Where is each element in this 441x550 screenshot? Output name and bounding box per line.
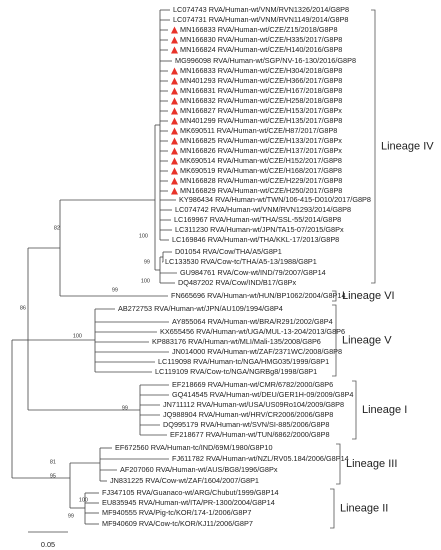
leaf-marker <box>171 147 178 155</box>
leaf-label: DQ995179 RVA/Human-wt/SVN/SI-885/2006/G8… <box>163 420 329 429</box>
leaf-label: KP883176 RVA/Human-wt/MLI/Mali-135/2008/… <box>152 337 321 346</box>
lineage-bracket <box>332 304 337 377</box>
leaf-marker <box>171 77 178 85</box>
lineage-label: Lineage II <box>340 502 388 514</box>
leaf-marker <box>171 187 178 195</box>
leaf-marker <box>171 26 178 34</box>
leaf-label: AY855064 RVA/Human-wt/BRA/R291/2002/G8P4 <box>172 317 333 326</box>
leaf-label: JQ988904 RVA/Human-wt/HRV/CR2006/2006/G8… <box>163 410 333 419</box>
leaf-marker <box>171 46 178 54</box>
leaf-label: D01054 RVA/Cow/THA/A5/G8P1 <box>175 247 282 256</box>
leaf-label: LC074731 RVA/Human-wt/VNM/RVN1149/2014/G… <box>173 15 349 24</box>
lineage-bracket <box>330 488 335 529</box>
leaf-marker <box>171 177 178 185</box>
leaf-label: FJ611782 RVA/Human-wt/NZL/RV05.184/2006/… <box>172 454 349 463</box>
leaf-label: LC169846 RVA/Human-wt/THA/KKL-17/2013/G8… <box>172 235 339 244</box>
lineage-label: Lineage III <box>346 458 397 470</box>
support-value: 100 <box>139 233 148 239</box>
leaf-label: EF672560 RVA/Human-tc/IND/69M/1980/G8P10 <box>115 443 273 452</box>
leaf-label: MN166829 RVA/Human-wt/CZE/H250/2017/G8P8 <box>180 186 342 195</box>
support-value: 99 <box>112 287 118 293</box>
leaf-label: MF940609 RVA/Cow-tc/KOR/KJ11/2006/G8P7 <box>102 519 253 528</box>
lineage-label: Lineage I <box>362 404 407 416</box>
lineage-label: Lineage V <box>342 334 392 346</box>
support-value: 86 <box>20 305 26 311</box>
lineage-label: Lineage VI <box>342 290 395 302</box>
leaf-marker <box>171 67 178 75</box>
leaf-label: KY986434 RVA/Human-wt/TWN/106-415-D010/2… <box>179 195 371 204</box>
leaf-label: EF218677 RVA/Human-wt/TUN/6862/2000/G8P8 <box>170 430 330 439</box>
leaf-label: MN166833 RVA/Human-wt/CZE/Z15/2018/G8P8 <box>180 25 338 34</box>
leaf-marker <box>171 97 178 105</box>
leaf-label: MN166828 RVA/Human-wt/CZE/H229/2017/G8P8 <box>180 176 342 185</box>
leaf-label: MN166830 RVA/Human-wt/CZE/H335/2017/G8P8 <box>180 35 342 44</box>
leaf-label: LC119098 RVA/Human-tc/NGA/HMG035/1999/G8… <box>158 357 329 366</box>
leaf-label: MN166826 RVA/Human-wt/CZE/H137/2017/G8Px <box>180 146 342 155</box>
leaf-label: MG996098 RVA/Human-wt/SGP/NV-16-130/2016… <box>175 56 356 65</box>
leaf-marker <box>171 87 178 95</box>
support-value: 82 <box>54 225 60 231</box>
leaf-label: MN166831 RVA/Human-wt/CZE/H167/2018/G8P8 <box>180 86 342 95</box>
leaf-marker <box>171 157 178 165</box>
leaf-label: FN665696 RVA/Human-wt/HUN/BP1062/2004/G8… <box>171 291 346 300</box>
leaf-label: MK690514 RVA/Human-wt/CZE/H152/2017/G8P8 <box>180 156 342 165</box>
leaf-label: AB272753 RVA/Human-wt/JPN/AU109/1994/G8P… <box>118 304 283 313</box>
leaf-label: KX655456 RVA/Human-wt/UGA/MUL-13-204/201… <box>160 327 345 336</box>
leaf-label: JN711112 RVA/Human-wt/USA/US09Ro104/2009… <box>163 400 344 409</box>
leaf-label: LC169967 RVA/Human-wt/THA/SSL-55/2014/G8… <box>174 215 341 224</box>
leaf-label: MN401293 RVA/Human-wt/CZE/H366/2017/G8P8 <box>180 76 342 85</box>
leaf-label: EU835945 RVA/Human-wt/ITA/PR-1300/2004/G… <box>102 498 275 507</box>
leaf-label: EF218669 RVA/Human-wt/CMR/6782/2000/G8P6 <box>172 380 333 389</box>
support-value: 99 <box>68 513 74 519</box>
leaf-label: LC311230 RVA/Human-wt/JPN/TA15-07/2015/G… <box>175 225 344 234</box>
leaf-label: MK690519 RVA/Human-wt/CZE/H168/2017/G8P8 <box>180 166 342 175</box>
support-value: 81 <box>50 459 56 465</box>
leaf-label: MN166825 RVA/Human-wt/CZE/H133/2017/G8Px <box>180 136 342 145</box>
support-value: 100 <box>79 497 88 503</box>
leaf-marker <box>171 167 178 175</box>
support-value: 100 <box>73 333 82 339</box>
leaf-label: FJ347105 RVA/Guanaco-wt/ARG/Chubut/1999/… <box>102 488 279 497</box>
support-value: 95 <box>50 473 56 479</box>
leaf-label: MF940555 RVA/Pig-tc/KOR/174-1/2006/G8P7 <box>102 508 251 517</box>
leaf-label: MN166827 RVA/Human-wt/CZE/H153/2017/G8Px <box>180 106 342 115</box>
support-value: 99 <box>122 405 128 411</box>
leaf-label: JN831225 RVA/Cow-wt/ZAF/1604/2007/G8P1 <box>110 476 259 485</box>
lineage-bracket <box>352 380 357 440</box>
leaf-label: MN166832 RVA/Human-wt/CZE/H258/2018/G8P8 <box>180 96 342 105</box>
lineage-bracket <box>371 9 376 284</box>
leaf-label: GU984761 RVA/Cow-wt/IND/79/2007/G8P14 <box>180 268 326 277</box>
leaf-label: GQ414545 RVA/Human-wt/DEU/GER1H-09/2009/… <box>172 390 353 399</box>
leaf-marker <box>171 127 178 135</box>
leaf-marker <box>171 117 178 125</box>
scale-label: 0.05 <box>41 540 55 549</box>
leaf-label: LC133530 RVA/Cow-tc/THA/A5-13/1988/G8P1 <box>165 257 317 266</box>
leaf-label: JN014000 RVA/Human-wt/ZAF/2371WC/2008/G8… <box>172 347 342 356</box>
leaf-label: DQ487202 RVA/Cow/IND/B17/G8Px <box>178 278 297 287</box>
leaf-marker <box>171 137 178 145</box>
lineage-bracket <box>336 443 341 485</box>
leaf-label: MN401299 RVA/Human-wt/CZE/H135/2017/G8P8 <box>180 116 342 125</box>
lineage-bracket <box>332 290 337 302</box>
support-value: 100 <box>141 278 150 284</box>
leaf-label: AF207060 RVA/Human-wt/AUS/BG8/1996/G8Px <box>120 465 278 474</box>
leaf-label: LC119109 RVA/Cow-tc/NGA/NGRBg8/1998/G8P1 <box>155 367 317 376</box>
leaf-label: LC074743 RVA/Human-wt/VNM/RVN1326/2014/G… <box>173 5 349 14</box>
support-value: 99 <box>144 259 150 265</box>
leaf-label: LC074742 RVA/Human-wt/VNM/RVN1293/2014/G… <box>175 205 351 214</box>
leaf-marker <box>171 36 178 44</box>
leaf-label: MN166824 RVA/Human-wt/CZE/H140/2016/G8P8 <box>180 45 342 54</box>
leaf-label: MK690511 RVA/Human-wt/CZE/H87/2017/G8P8 <box>180 126 337 135</box>
lineage-label: Lineage IV <box>381 140 434 152</box>
leaf-label: MN166833 RVA/Human-wt/CZE/H304/2018/G8P8 <box>180 66 342 75</box>
leaf-marker <box>171 107 178 115</box>
